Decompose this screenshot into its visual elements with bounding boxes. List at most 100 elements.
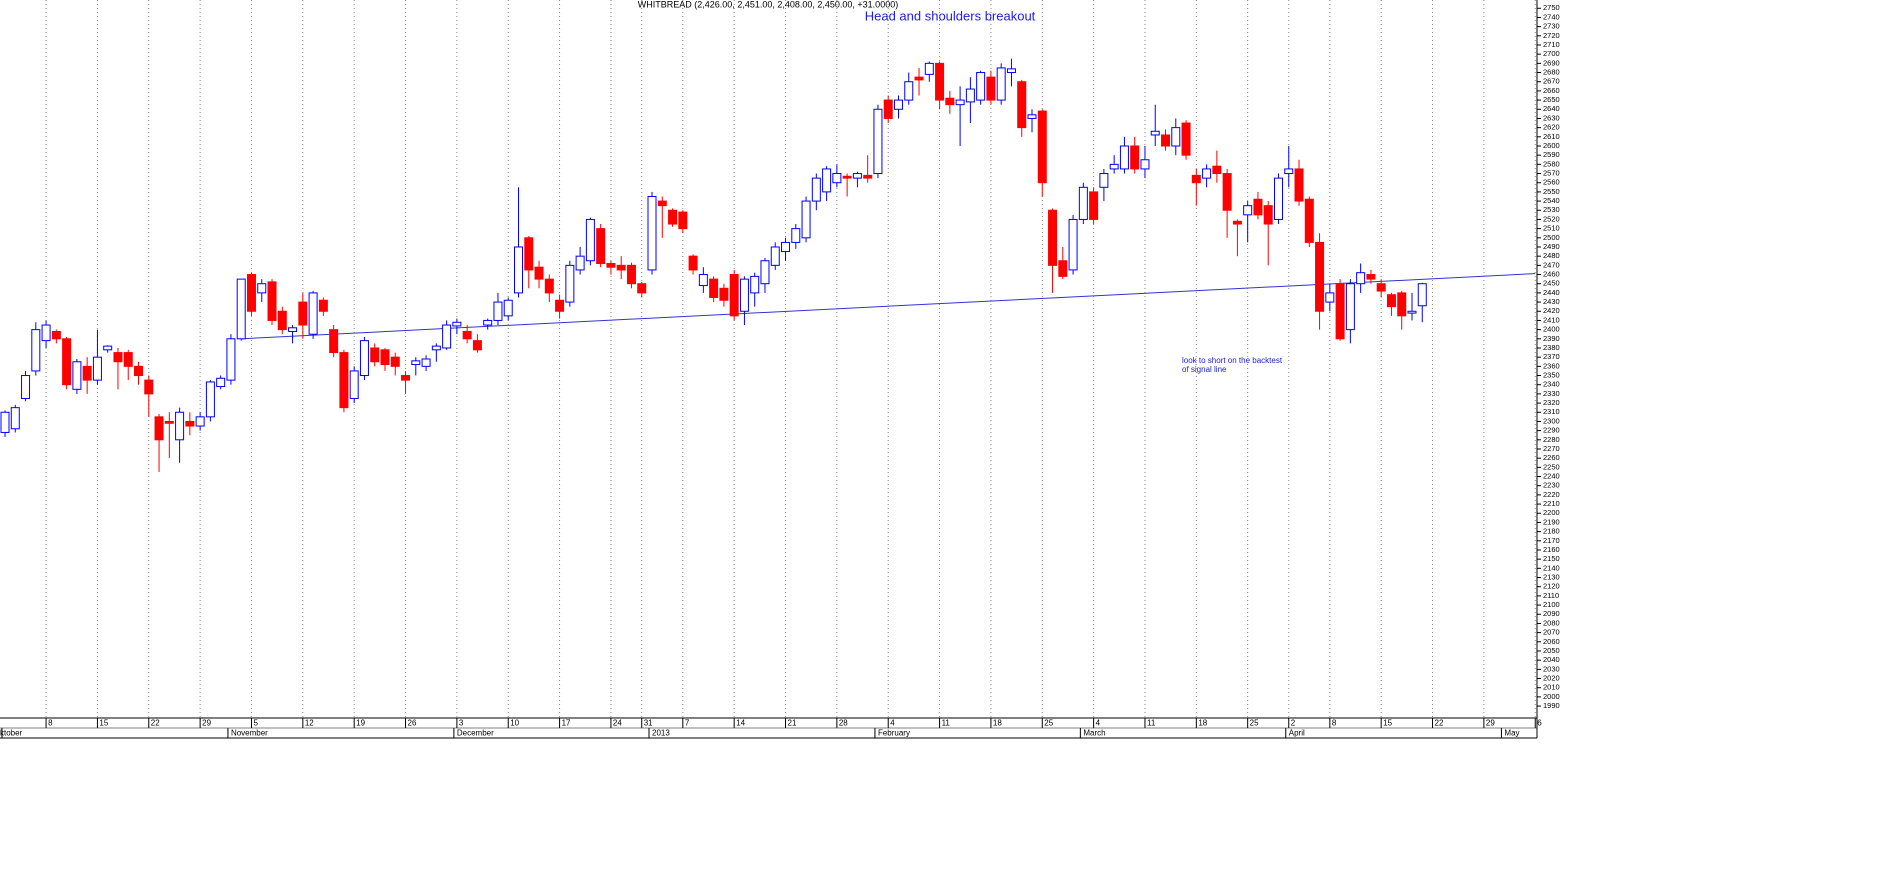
candle-body	[616, 264, 626, 271]
month-label: ktober	[0, 729, 23, 738]
y-tick-label: 2640	[1543, 104, 1560, 113]
y-tick-label: 2300	[1543, 416, 1560, 425]
candle-body	[401, 375, 411, 381]
y-tick-label: 2530	[1543, 205, 1560, 214]
candle-body	[288, 327, 298, 332]
candle-body	[134, 365, 144, 377]
candle-body	[781, 241, 791, 253]
candle-body	[852, 173, 862, 179]
x-tick-label: 8	[48, 719, 53, 728]
candle-body	[729, 274, 739, 317]
x-tick-label: 29	[1486, 719, 1495, 728]
candle-body	[329, 329, 339, 354]
candle-body	[1017, 81, 1027, 129]
x-tick-label: 24	[613, 719, 622, 728]
candle-body	[678, 211, 688, 230]
candle-body	[822, 168, 832, 193]
candle-body	[904, 81, 914, 101]
x-tick-label: 2	[1291, 719, 1296, 728]
candle-body	[359, 340, 369, 377]
candle-body	[236, 278, 246, 340]
y-tick-label: 2560	[1543, 178, 1560, 187]
y-tick-label: 1990	[1543, 701, 1560, 710]
candle-body	[10, 407, 20, 430]
candle-body	[503, 299, 513, 317]
candle-body	[1253, 198, 1263, 216]
candle-body	[1089, 191, 1099, 220]
y-tick-label: 2550	[1543, 187, 1560, 196]
candle-body	[339, 352, 349, 409]
x-tick-label: 29	[202, 719, 211, 728]
candle-body	[144, 379, 154, 395]
candle-body	[709, 278, 719, 298]
y-tick-label: 2160	[1543, 545, 1560, 554]
y-tick-label: 2730	[1543, 22, 1560, 31]
x-tick-label: 19	[356, 719, 365, 728]
candle-body	[462, 330, 472, 340]
y-tick-label: 2570	[1543, 169, 1560, 178]
candle-body	[185, 420, 195, 427]
candle-body	[1386, 294, 1396, 308]
y-tick-label: 2620	[1543, 123, 1560, 132]
month-label: February	[878, 729, 910, 738]
y-tick-label: 2320	[1543, 398, 1560, 407]
chart-title: WHITBREAD (2,426.00, 2,451.00, 2,408.00,…	[638, 0, 898, 9]
candle-body	[1376, 283, 1386, 292]
x-tick-label: 26	[408, 719, 417, 728]
x-tick-label: 22	[1435, 719, 1444, 728]
candle-body	[421, 358, 431, 367]
candle-body	[411, 360, 421, 366]
candle-body	[452, 321, 462, 327]
candle-body	[873, 108, 883, 175]
candle-body	[719, 287, 729, 301]
candle-body	[647, 195, 657, 271]
candle-body	[257, 283, 267, 294]
chart-subtitle: Head and shoulders breakout	[865, 8, 1036, 23]
candle-body	[483, 319, 493, 326]
candle-body	[1417, 283, 1427, 307]
candle-body	[1243, 205, 1253, 216]
candle-body	[1027, 114, 1037, 119]
candle-body	[1130, 145, 1140, 170]
y-tick-label: 2220	[1543, 490, 1560, 499]
candle-body	[41, 324, 51, 342]
month-label: May	[1504, 729, 1519, 738]
candle-body	[123, 352, 133, 367]
y-tick-label: 2540	[1543, 196, 1560, 205]
candle-body	[1068, 218, 1078, 271]
candle-body	[750, 275, 760, 294]
y-tick-label: 2090	[1543, 609, 1560, 618]
candle-body	[1037, 110, 1047, 184]
y-tick-label: 2230	[1543, 481, 1560, 490]
x-tick-label: 25	[1044, 719, 1053, 728]
x-tick-label: 18	[993, 719, 1002, 728]
candle-body	[205, 381, 215, 418]
x-tick-label: 15	[99, 719, 108, 728]
month-label: 2013	[652, 729, 670, 738]
y-tick-label: 2100	[1543, 600, 1560, 609]
y-tick-label: 2440	[1543, 288, 1560, 297]
y-tick-label: 2680	[1543, 68, 1560, 77]
y-tick-label: 2500	[1543, 233, 1560, 242]
candle-body	[996, 67, 1006, 101]
candle-body	[390, 356, 400, 367]
candle-body	[575, 255, 585, 271]
candle-body	[668, 209, 678, 225]
candle-body	[637, 283, 647, 294]
y-tick-label: 2000	[1543, 692, 1560, 701]
candle-body	[1058, 260, 1068, 277]
candle-body	[92, 356, 102, 381]
y-tick-label: 2610	[1543, 132, 1560, 141]
candle-body	[1171, 127, 1181, 147]
x-tick-label: 5	[253, 719, 258, 728]
y-tick-label: 2210	[1543, 499, 1560, 508]
month-label: March	[1083, 729, 1105, 738]
candle-body	[1222, 173, 1232, 211]
y-tick-label: 2190	[1543, 517, 1560, 526]
candle-body	[308, 292, 318, 335]
candle-body	[246, 274, 256, 312]
x-tick-label: 4	[890, 719, 895, 728]
y-tick-label: 2430	[1543, 297, 1560, 306]
y-tick-label: 2330	[1543, 389, 1560, 398]
